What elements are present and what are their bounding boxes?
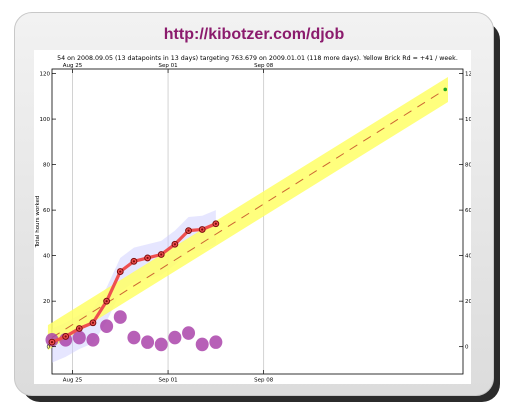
increment-dot-5: [113, 310, 127, 324]
data-point-core-6: [132, 260, 136, 263]
road-centerline: [51, 89, 446, 339]
increment-dot-2: [72, 330, 86, 345]
data-point-core-12: [214, 222, 217, 225]
increment-dot-7: [141, 335, 155, 349]
x-tick-label-bottom-0: Aug 25: [63, 378, 83, 384]
increment-dot-10: [182, 326, 196, 340]
y-tick-label-left-3: 60: [43, 208, 50, 214]
data-point-core-8: [160, 253, 163, 256]
chart-canvas: 54 on 2008.09.05 (13 datapoints in 13 da…: [34, 50, 471, 384]
y-tick-label-right-5: 100: [465, 117, 471, 123]
y-tick-label-right-0: 0: [465, 345, 469, 351]
data-point-core-0: [50, 341, 54, 344]
data-point-core-5: [119, 270, 122, 273]
y-tick-label-right-6: 120: [465, 72, 471, 78]
data-point-core-7: [146, 256, 149, 260]
x-tick-label-top-1: Sep 01: [159, 63, 178, 69]
y-tick-label-right-1: 20: [465, 299, 471, 305]
increment-dot-8: [154, 337, 168, 352]
page-url[interactable]: http://kibotzer.com/djob: [163, 26, 345, 43]
data-point-core-10: [187, 229, 190, 232]
x-tick-label-top-2: Sep 08: [254, 63, 274, 69]
y-tick-label-right-2: 40: [465, 254, 471, 260]
increment-dot-6: [127, 330, 141, 345]
y-tick-label-left-2: 40: [43, 254, 50, 260]
increment-dot-4: [100, 319, 114, 334]
data-point-core-1: [64, 335, 67, 338]
increment-dot-11: [195, 337, 209, 352]
data-point-core-3: [91, 321, 95, 324]
data-point-core-2: [78, 327, 81, 330]
y-tick-label-right-4: 80: [465, 163, 471, 169]
chart-svg: 54 on 2008.09.05 (13 datapoints in 13 da…: [35, 55, 471, 384]
data-point-core-9: [173, 243, 176, 246]
y-tick-label-right-3: 60: [465, 208, 471, 214]
chart-title: 54 on 2008.09.05 (13 datapoints in 13 da…: [57, 55, 458, 62]
x-tick-label-bottom-1: Sep 01: [159, 378, 178, 384]
y-tick-label-left-0: 0: [47, 345, 51, 351]
y-tick-label-left-1: 20: [43, 299, 50, 305]
y-tick-label-left-5: 100: [40, 117, 51, 123]
y-axis-label: Total hours worked: [35, 196, 41, 249]
y-tick-label-left-6: 120: [40, 72, 51, 78]
data-point-core-11: [201, 228, 204, 231]
data-point-core-4: [105, 300, 108, 303]
y-tick-label-left-4: 80: [43, 163, 50, 169]
increment-dot-3: [86, 333, 100, 347]
target-marker: [443, 87, 448, 92]
increment-dot-12: [209, 335, 223, 349]
x-tick-label-top-0: Aug 25: [63, 63, 83, 69]
x-tick-label-bottom-2: Sep 08: [254, 378, 274, 384]
increment-dot-9: [168, 330, 182, 345]
